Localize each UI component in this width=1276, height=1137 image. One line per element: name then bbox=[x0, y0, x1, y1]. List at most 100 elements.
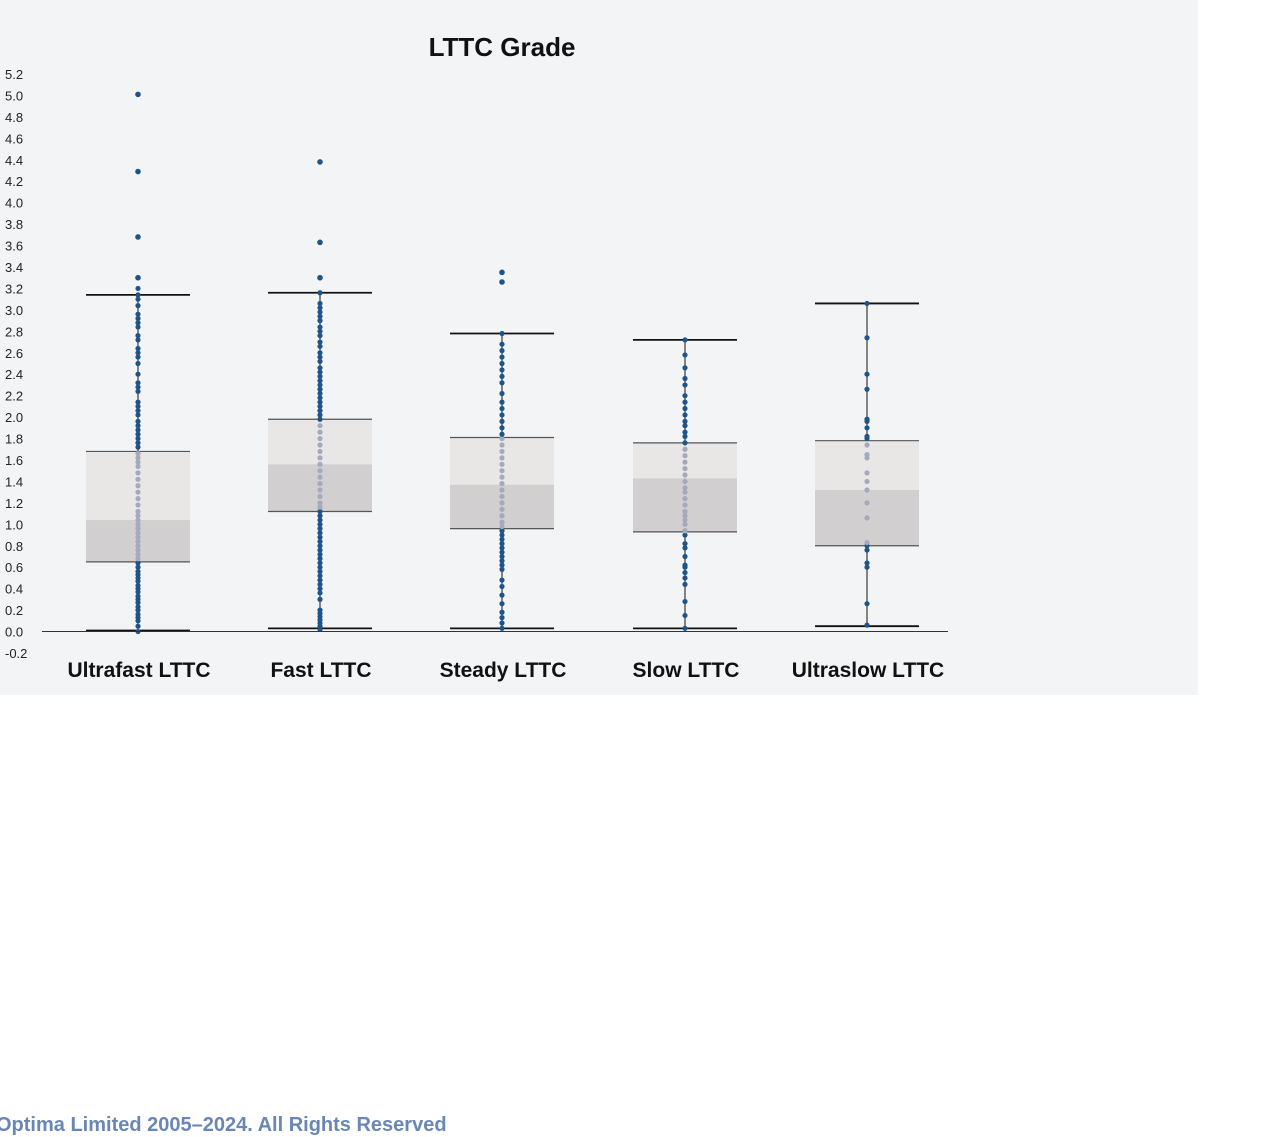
data-point bbox=[317, 328, 323, 334]
data-point bbox=[499, 558, 505, 564]
data-point bbox=[135, 320, 141, 326]
data-point bbox=[499, 532, 505, 538]
y-tick-label: 3.4 bbox=[5, 260, 23, 275]
data-point bbox=[682, 453, 688, 459]
data-point bbox=[317, 534, 323, 540]
x-category-label: Ultrafast LTTC bbox=[67, 659, 210, 682]
data-point bbox=[317, 564, 323, 570]
data-point bbox=[317, 455, 323, 461]
y-tick-label: 2.4 bbox=[5, 367, 23, 382]
chart-panel: LTTC Grade 5.2 5.0 4.8 4.6 4.4 4.2 4.0 3.8 3.6 3.… bbox=[0, 0, 1198, 695]
data-point bbox=[682, 352, 688, 358]
data-point bbox=[682, 465, 688, 472]
data-point bbox=[317, 573, 323, 579]
data-point bbox=[135, 521, 141, 527]
data-point bbox=[317, 350, 323, 356]
data-point bbox=[135, 556, 141, 562]
data-point bbox=[682, 418, 688, 424]
data-point bbox=[682, 478, 688, 485]
data-point bbox=[682, 575, 688, 581]
box-group bbox=[86, 91, 190, 635]
data-point bbox=[499, 577, 505, 583]
data-point bbox=[317, 590, 323, 596]
data-point bbox=[682, 553, 688, 560]
data-point bbox=[682, 399, 688, 405]
data-point bbox=[682, 485, 688, 491]
data-point bbox=[317, 373, 323, 379]
data-point bbox=[682, 433, 688, 440]
y-tick-label: 1.8 bbox=[5, 432, 23, 447]
data-point bbox=[499, 360, 505, 367]
y-tick-label: 4.4 bbox=[5, 153, 23, 168]
data-point bbox=[135, 296, 141, 302]
data-point bbox=[682, 502, 688, 508]
data-point bbox=[317, 354, 323, 360]
data-point bbox=[317, 461, 323, 467]
data-point bbox=[317, 318, 323, 324]
data-point bbox=[499, 601, 505, 607]
data-point bbox=[864, 564, 870, 570]
data-point bbox=[135, 431, 141, 437]
outlier-point bbox=[135, 234, 141, 240]
data-point bbox=[317, 343, 323, 349]
data-point bbox=[864, 425, 870, 431]
data-point bbox=[135, 534, 141, 540]
data-point bbox=[499, 528, 505, 534]
data-point bbox=[499, 506, 505, 512]
data-point bbox=[499, 399, 505, 405]
data-point bbox=[682, 440, 688, 446]
data-point bbox=[317, 526, 323, 532]
outlier-point bbox=[317, 159, 323, 165]
data-point bbox=[135, 444, 141, 450]
y-tick-label: 2.6 bbox=[5, 346, 23, 361]
data-point bbox=[864, 547, 870, 553]
data-point bbox=[499, 500, 505, 506]
box-group bbox=[633, 337, 737, 631]
data-point bbox=[682, 625, 688, 631]
data-point bbox=[499, 545, 505, 551]
data-point bbox=[864, 515, 870, 521]
data-point bbox=[499, 553, 505, 560]
y-axis: 5.2 5.0 4.8 4.6 4.4 4.2 4.0 3.8 3.6 3.4 3.2 3.0 2.8 2… bbox=[5, 67, 27, 661]
data-point bbox=[317, 543, 323, 549]
data-point bbox=[317, 365, 323, 371]
y-tick-label: 1.4 bbox=[5, 474, 23, 489]
data-point bbox=[499, 367, 505, 373]
data-point bbox=[135, 371, 141, 377]
data-point bbox=[135, 345, 141, 352]
data-point bbox=[135, 530, 141, 536]
data-point bbox=[317, 547, 323, 553]
data-point bbox=[135, 440, 141, 446]
data-point bbox=[682, 569, 688, 576]
data-point bbox=[317, 395, 323, 401]
data-point bbox=[317, 586, 323, 592]
data-point bbox=[499, 625, 505, 631]
data-point bbox=[135, 427, 141, 433]
chart-title: LTTC Grade bbox=[429, 32, 576, 62]
data-point bbox=[864, 560, 870, 566]
data-point bbox=[135, 463, 141, 470]
y-tick-label: 4.2 bbox=[5, 174, 23, 189]
data-point bbox=[864, 335, 870, 341]
data-point bbox=[135, 412, 141, 418]
data-point bbox=[864, 371, 870, 377]
data-point bbox=[317, 435, 323, 442]
data-point bbox=[499, 448, 505, 455]
data-point bbox=[135, 496, 141, 502]
outlier-point bbox=[499, 279, 505, 285]
data-point bbox=[682, 496, 688, 502]
data-point bbox=[499, 549, 505, 555]
y-tick-label: 3.0 bbox=[5, 303, 23, 318]
data-point bbox=[135, 470, 141, 476]
data-point bbox=[135, 360, 141, 367]
data-point bbox=[135, 303, 141, 309]
data-point bbox=[499, 354, 505, 360]
data-point bbox=[135, 354, 141, 360]
data-point bbox=[317, 358, 323, 364]
data-point bbox=[499, 474, 505, 480]
data-point bbox=[317, 513, 323, 519]
data-point bbox=[317, 324, 323, 330]
data-point bbox=[499, 487, 505, 493]
data-point bbox=[317, 333, 323, 339]
data-point bbox=[682, 532, 688, 538]
